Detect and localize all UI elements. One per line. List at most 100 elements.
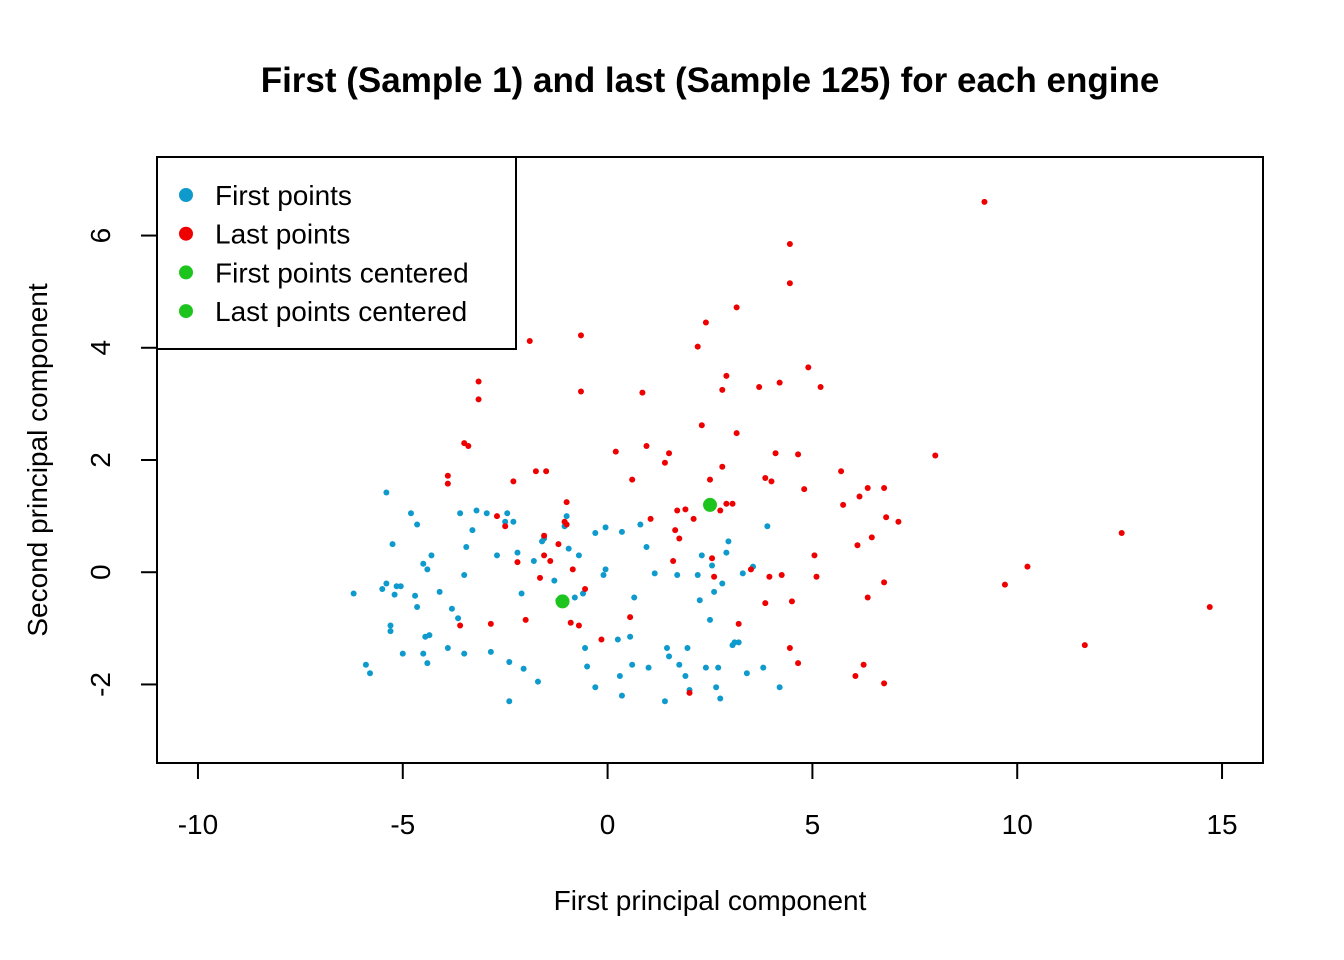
- last-points-point: [639, 389, 646, 396]
- last-points-point: [493, 513, 500, 520]
- last-points-point: [547, 558, 554, 564]
- last-points-point: [762, 474, 769, 481]
- first-points-point: [580, 590, 587, 597]
- first-points-point: [684, 644, 691, 651]
- first-points-point: [702, 664, 709, 671]
- last-points-point: [881, 485, 888, 492]
- last-points-point: [1001, 581, 1008, 588]
- first-points-point: [463, 543, 470, 550]
- first-points-point: [428, 552, 435, 559]
- last-points-point: [856, 493, 863, 500]
- first-points-point: [676, 661, 683, 668]
- last-points-point: [643, 442, 650, 449]
- first-points-point: [582, 644, 589, 651]
- y-tick-label: 6: [85, 228, 116, 244]
- y-tick-label: 0: [85, 564, 116, 580]
- last-points-point: [795, 660, 802, 667]
- first-points-point: [461, 572, 468, 579]
- first-points-point: [424, 566, 431, 573]
- last-points-point: [444, 480, 451, 487]
- first-points-point: [518, 590, 525, 597]
- last-points-point: [690, 515, 697, 522]
- last-points-point: [719, 463, 726, 470]
- last-points-point: [788, 598, 795, 605]
- first-points-point: [362, 661, 369, 668]
- chart-title: First (Sample 1) and last (Sample 125) f…: [261, 61, 1160, 100]
- first-points-point: [412, 592, 419, 599]
- last-points-point: [569, 566, 576, 573]
- first-points-point: [461, 650, 468, 657]
- last-points-point: [895, 518, 902, 525]
- last-points-point: [747, 566, 754, 573]
- legend-label: First points centered: [215, 257, 469, 288]
- last-points-point: [514, 559, 521, 566]
- last-points-point: [541, 532, 548, 539]
- last-points-point: [805, 364, 812, 371]
- last-points-point: [772, 450, 779, 457]
- first-points-point: [426, 632, 433, 639]
- first-points-point: [407, 510, 414, 517]
- last-points-point: [762, 600, 769, 607]
- last-points-point: [854, 542, 861, 549]
- last-points-point: [666, 450, 673, 457]
- last-points-point: [629, 476, 636, 483]
- first-points-point: [571, 594, 578, 601]
- first-points-point: [600, 572, 607, 579]
- last-points-point: [598, 636, 605, 643]
- first-points-point: [711, 588, 718, 595]
- legend-marker: [179, 265, 193, 280]
- last-points-point: [577, 332, 584, 339]
- last-points-point: [563, 521, 570, 528]
- last-points-point: [502, 523, 509, 530]
- first-points-point: [399, 650, 406, 657]
- first-points-point: [387, 628, 394, 635]
- last-points-point: [811, 552, 818, 559]
- first-points-point: [397, 583, 404, 590]
- first-points-point: [420, 560, 427, 567]
- last-points-point: [723, 372, 730, 379]
- first-points-point: [707, 616, 713, 623]
- last-points-point: [532, 468, 539, 475]
- last-points-point: [563, 499, 570, 506]
- first-points-point: [743, 670, 750, 677]
- first-points-point: [631, 594, 638, 601]
- first-points-point: [592, 684, 599, 691]
- first-points-point: [698, 552, 705, 559]
- first-points-point: [387, 622, 394, 629]
- last-points-point: [577, 388, 584, 395]
- last-points-point: [881, 579, 888, 586]
- first-points-point: [627, 633, 634, 640]
- first-points-point: [760, 664, 767, 671]
- first-points-point: [444, 644, 451, 651]
- last-points-point: [537, 574, 544, 581]
- first-points-point: [514, 549, 521, 556]
- last-points-point: [1081, 642, 1088, 649]
- last-points-point: [1024, 563, 1031, 570]
- last-points-point: [801, 486, 808, 493]
- last-points-point: [729, 500, 736, 507]
- last-points-point: [1118, 529, 1125, 536]
- first-points-point: [420, 650, 427, 657]
- first-points-point: [696, 597, 703, 604]
- first-points-point: [383, 489, 390, 496]
- legend-label: Last points: [215, 219, 350, 250]
- first-points-point: [565, 545, 572, 552]
- first-points-point: [448, 605, 455, 612]
- y-axis: -2 0 2 4 6: [85, 228, 158, 697]
- last-points-point: [733, 430, 740, 437]
- first-points-point: [663, 644, 670, 651]
- first-points-point: [602, 524, 609, 531]
- last-points-point: [686, 689, 693, 696]
- legend-label: First points: [215, 180, 352, 211]
- first-points-point: [602, 566, 609, 573]
- first-points-point: [776, 684, 783, 691]
- last-points-point: [733, 304, 740, 311]
- last-points-point: [670, 558, 677, 564]
- y-tick-label: 2: [85, 452, 116, 468]
- first-points-point: [502, 518, 509, 525]
- x-tick-label: 15: [1206, 809, 1237, 840]
- first-points-point: [367, 670, 374, 677]
- legend: First points Last points First points cent…: [156, 156, 517, 350]
- last-points-point: [682, 506, 689, 513]
